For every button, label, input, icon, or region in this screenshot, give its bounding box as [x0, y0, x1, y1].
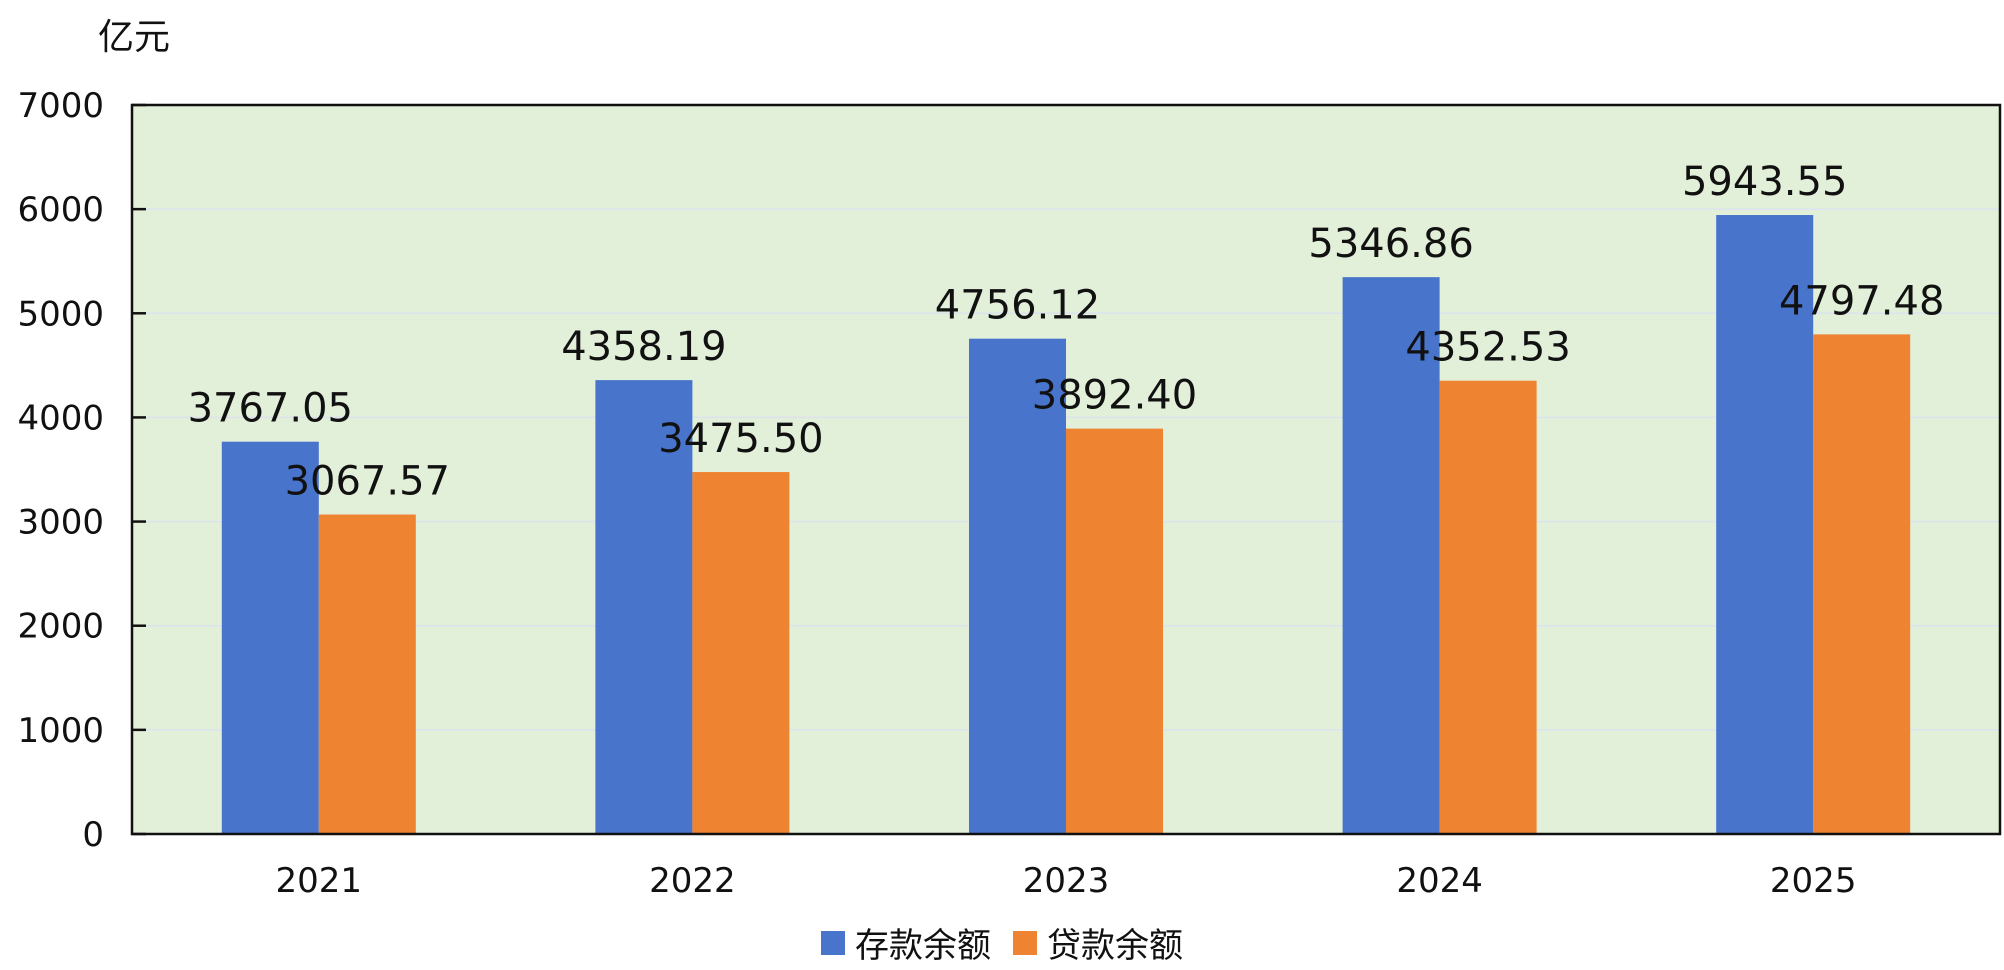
bar-deposits-2024: [1342, 277, 1440, 834]
legend-item-deposits: 存款余额: [821, 918, 991, 967]
legend-swatch-deposits: [821, 930, 845, 955]
legend-swatch-loans: [1013, 930, 1037, 955]
y-tick-label: 5000: [17, 294, 104, 334]
y-tick-label: 6000: [17, 190, 104, 230]
y-tick-label: 2000: [17, 607, 104, 647]
data-label: 4358.19: [561, 324, 726, 370]
x-tick-label: 2023: [1023, 861, 1110, 901]
y-axis-unit-label: 亿元: [98, 17, 171, 58]
data-label: 3767.05: [188, 386, 353, 432]
data-label: 4756.12: [935, 283, 1100, 329]
legend-item-loans: 贷款余额: [1013, 918, 1183, 967]
data-label: 5943.55: [1682, 159, 1847, 205]
legend-label-loans: 贷款余额: [1047, 926, 1183, 966]
x-tick-label: 2025: [1770, 861, 1857, 901]
bar-loans-2024: [1439, 380, 1537, 834]
plot-border: [130, 103, 2002, 836]
bar-loans-2023: [1066, 428, 1163, 834]
bar-loans-2021: [318, 514, 416, 834]
data-label: 3892.40: [1032, 373, 1197, 419]
bar-chart: 3767.05 3067.57 2021 4358.19 3475.50 2022 4756…: [17, 86, 2002, 901]
bar-deposits-2022: [595, 380, 693, 834]
bar-loans-2025: [1813, 334, 1911, 834]
data-label: 3475.50: [658, 416, 823, 462]
y-tick-label: 7000: [17, 86, 104, 126]
y-tick-label: 4000: [17, 398, 104, 438]
bar-deposits-2023: [969, 338, 1066, 834]
data-label: 4797.48: [1779, 278, 1944, 324]
bar-deposits-2021: [221, 441, 319, 834]
bar-loans-2022: [692, 472, 790, 834]
data-label: 4352.53: [1405, 325, 1570, 371]
x-tick-label: 2022: [649, 861, 736, 901]
data-label: 5346.86: [1308, 221, 1473, 267]
chart-legend: 存款余额 贷款余额: [0, 918, 2004, 967]
y-tick-label: 1000: [17, 711, 104, 751]
x-tick-label: 2021: [276, 861, 363, 901]
data-label: 3067.57: [285, 459, 450, 505]
bar-deposits-2025: [1716, 215, 1814, 834]
y-tick-label: 0: [82, 815, 104, 855]
x-tick-label: 2024: [1396, 861, 1483, 901]
legend-label-deposits: 存款余额: [855, 926, 991, 966]
y-tick-label: 3000: [17, 503, 104, 543]
